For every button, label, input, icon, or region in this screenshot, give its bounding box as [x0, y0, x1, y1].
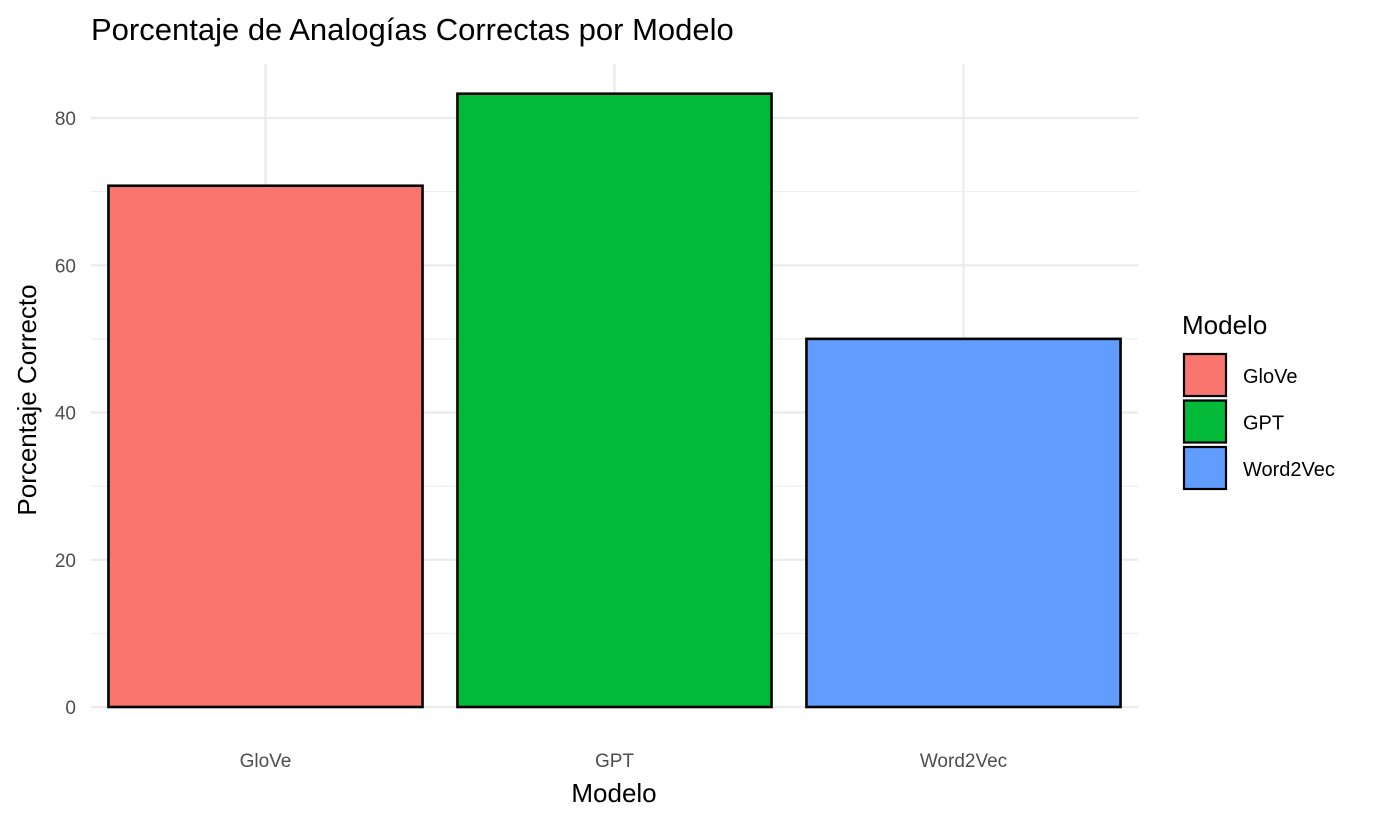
bar-word2vec	[805, 337, 1122, 709]
bar-gpt	[456, 92, 773, 709]
x-tick-label: Word2Vec	[920, 751, 1007, 772]
legend-key-word2vec	[1182, 445, 1228, 491]
bars	[107, 92, 1122, 709]
x-tick-label: GloVe	[240, 751, 292, 772]
y-tick-label: 20	[55, 551, 76, 572]
legend-key-gpt	[1182, 399, 1228, 444]
y-tick-label: 80	[55, 109, 76, 130]
x-axis-ticks: GloVe GPT Word2Vec	[240, 751, 1008, 772]
x-tick-label: GPT	[595, 751, 634, 772]
y-tick-label: 40	[55, 404, 76, 425]
legend-title: Modelo	[1182, 310, 1267, 340]
y-axis-title: Porcentaje Correcto	[12, 284, 42, 515]
y-axis-ticks: 0 20 40 60 80	[55, 109, 76, 719]
chart-title: Porcentaje de Analogías Correctas por Mo…	[91, 12, 734, 47]
legend: Modelo GloVe GPT Word2Vec	[1182, 310, 1335, 491]
legend-label: GPT	[1243, 413, 1284, 435]
legend-label: Word2Vec	[1243, 459, 1335, 481]
y-tick-label: 0	[65, 698, 76, 719]
x-axis-title: Modelo	[571, 778, 656, 808]
legend-key-glove	[1182, 352, 1228, 398]
legend-label: GloVe	[1243, 366, 1297, 388]
y-tick-label: 60	[55, 256, 76, 277]
bar-glove	[107, 184, 424, 709]
